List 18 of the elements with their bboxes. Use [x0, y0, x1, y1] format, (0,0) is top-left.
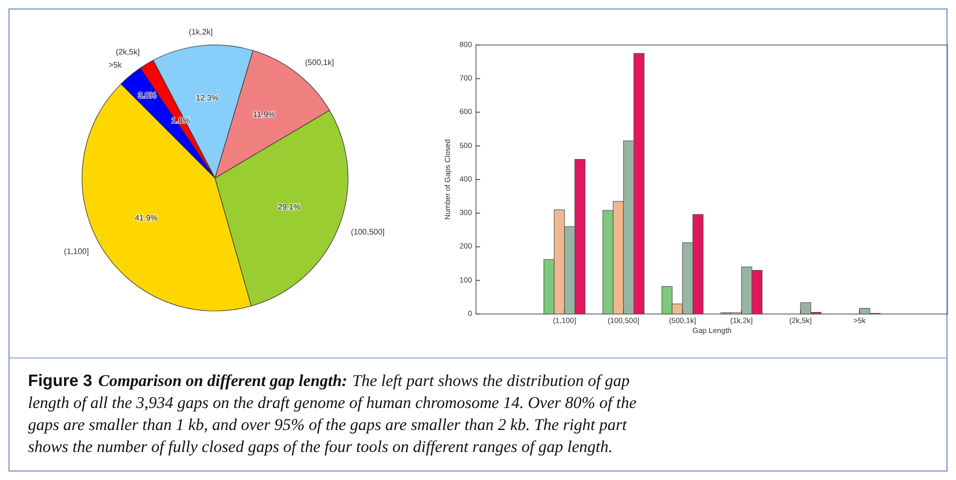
- text: Figure 3: [28, 372, 92, 390]
- slice-label: >5k: [108, 60, 123, 70]
- data-label: 29.1%: [278, 202, 300, 212]
- data-label: 12.3%: [196, 94, 219, 103]
- data-label: 3.0%: [138, 91, 156, 100]
- slice-label: (500,1k]: [305, 58, 334, 67]
- slice-label: (1,100]: [64, 247, 89, 256]
- data-label: 11.9%: [253, 110, 276, 120]
- text: length of all the 3,934 gaps on the draft genome of human chromosome 14. Over 80% of the: [28, 393, 636, 412]
- text: Comparison on different gap length:: [98, 371, 348, 390]
- slice-label: (100,500]: [350, 227, 385, 236]
- text: shows the number of fully closed gaps of the four tools on different ranges of gap length.: [28, 437, 613, 456]
- text: The left part shows the distribution of gap: [352, 371, 630, 390]
- data-label: 41.9%: [134, 214, 158, 223]
- data-label: 1.8%: [172, 116, 190, 126]
- text: gaps are smaller than 1 kb, and over 95% of the gaps are smaller than 2 kb. The right part: [28, 415, 628, 434]
- slice-label: (1k,2k]: [188, 28, 213, 37]
- slice-label: (2k,5k]: [116, 48, 140, 57]
